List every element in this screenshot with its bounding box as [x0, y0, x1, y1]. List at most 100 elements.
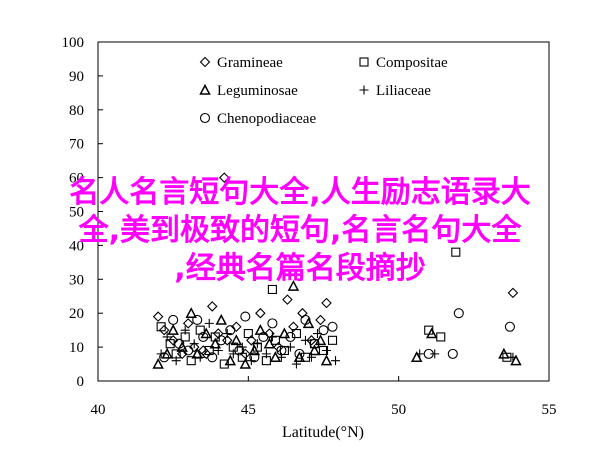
data-point-diamond: [158, 324, 170, 336]
data-point-triangle: [254, 324, 267, 335]
data-point-square: [436, 332, 446, 342]
data-point-diamond: [288, 321, 299, 333]
data-point-circle: [240, 311, 251, 322]
y-tick-label: 10: [69, 340, 84, 356]
legend-square-icon: [359, 57, 369, 67]
data-point-triangle: [314, 334, 327, 346]
legend-marker-plus: [359, 85, 369, 95]
data-point-diamond: [182, 318, 194, 329]
data-point-plus: [195, 352, 205, 362]
data-point-plus: [300, 335, 310, 345]
data-point-diamond: [222, 335, 233, 346]
legend-marker-triangle: [199, 83, 211, 95]
data-point-plus: [291, 359, 301, 369]
overlay-text-line-1: 名人名言短句大全,人生励志语录大: [69, 175, 531, 210]
data-point-diamond: [206, 301, 218, 312]
data-point-triangle: [248, 344, 261, 356]
data-point-square: [195, 325, 205, 335]
legend-triangle-icon: [199, 83, 211, 95]
legend-entry-compositae: Compositae: [359, 55, 448, 71]
data-point-circle: [327, 321, 338, 332]
data-point-plus: [261, 349, 271, 359]
data-point-circle: [234, 345, 245, 356]
data-point-square: [156, 322, 166, 332]
data-point-triangle: [308, 344, 321, 356]
data-point-square: [237, 352, 247, 362]
data-point-circle: [267, 318, 278, 329]
data-point-triangle: [167, 324, 179, 335]
data-point-triangle: [230, 334, 243, 346]
overlay-text-line-3: ,经典名篇名段摘抄: [174, 251, 426, 286]
data-point-triangle: [320, 354, 333, 366]
y-tick-label: 60: [69, 171, 84, 187]
data-point-square: [243, 328, 253, 339]
data-point-diamond: [507, 287, 519, 299]
data-point-plus: [322, 345, 332, 355]
data-point-triangle: [239, 357, 252, 369]
x-tick-label: 45: [241, 402, 256, 418]
legend-label-gramineae: Gramineae: [217, 55, 283, 71]
data-point-circle: [249, 352, 260, 363]
data-point-circle: [216, 335, 227, 346]
data-point-triangle: [498, 347, 510, 359]
legend-marker-square: [359, 57, 369, 67]
data-point-circle: [309, 338, 320, 349]
data-point-plus: [213, 345, 223, 355]
data-point-diamond: [219, 172, 230, 183]
data-point-circle: [183, 345, 194, 356]
data-point-diamond: [255, 307, 266, 319]
legend-entry-leguminosae: Leguminosae: [199, 83, 298, 99]
data-point-plus: [171, 356, 181, 366]
data-point-circle: [207, 352, 218, 363]
x-tick-label: 55: [542, 402, 557, 418]
data-point-triangle: [152, 357, 164, 369]
data-point-circle: [174, 338, 185, 349]
data-point-diamond: [321, 297, 332, 309]
data-point-triangle: [302, 317, 315, 329]
data-point-diamond: [282, 294, 293, 305]
data-point-triangle: [410, 351, 423, 363]
y-tick-label: 40: [69, 238, 84, 254]
y-tick-label: 30: [69, 272, 84, 288]
legend-entry-chenopodiaceae: Chenopodiaceae: [199, 111, 316, 127]
data-point-plus: [415, 349, 425, 359]
data-point-diamond: [231, 321, 242, 333]
data-point-diamond: [297, 307, 308, 319]
y-tick-label: 100: [62, 35, 85, 51]
data-point-diamond: [246, 335, 257, 346]
y-tick-label: 0: [77, 374, 85, 390]
data-point-circle: [198, 331, 209, 342]
data-point-circle: [276, 345, 287, 356]
data-point-square: [327, 335, 338, 345]
data-point-square: [451, 247, 461, 257]
data-point-circle: [318, 325, 329, 336]
data-point-plus: [285, 342, 295, 352]
x-tick-label: 50: [391, 402, 406, 418]
data-point-triangle: [425, 327, 438, 339]
data-point-triangle: [215, 313, 228, 325]
data-point-plus: [508, 352, 518, 362]
x-tick-label: 40: [91, 402, 106, 418]
legend-label-liliaceae: Liliaceae: [376, 83, 431, 99]
data-point-diamond: [212, 328, 224, 339]
data-point-plus: [276, 352, 286, 362]
legend-diamond-icon: [199, 56, 211, 68]
data-point-square: [291, 328, 301, 339]
axis-ticks: 0 10 20 30 40 50 60 70 80 90 100 40 45 50 55: [62, 35, 557, 418]
data-point-triangle: [293, 351, 306, 363]
data-point-plus: [204, 318, 214, 328]
data-point-circle: [300, 314, 311, 326]
data-point-square: [270, 335, 280, 345]
data-point-plus: [180, 325, 190, 335]
data-point-square: [186, 356, 196, 366]
data-point-diamond: [176, 348, 188, 360]
data-point-circle: [258, 331, 269, 342]
legend-marker-diamond: [199, 56, 211, 68]
data-point-circle: [504, 321, 515, 332]
legend-entry-gramineae: Gramineae: [199, 55, 283, 71]
data-point-triangle: [287, 279, 300, 291]
data-point-circle: [294, 348, 305, 359]
data-point-circle: [285, 331, 296, 342]
data-marks: [152, 172, 522, 369]
data-point-triangle: [200, 327, 212, 339]
